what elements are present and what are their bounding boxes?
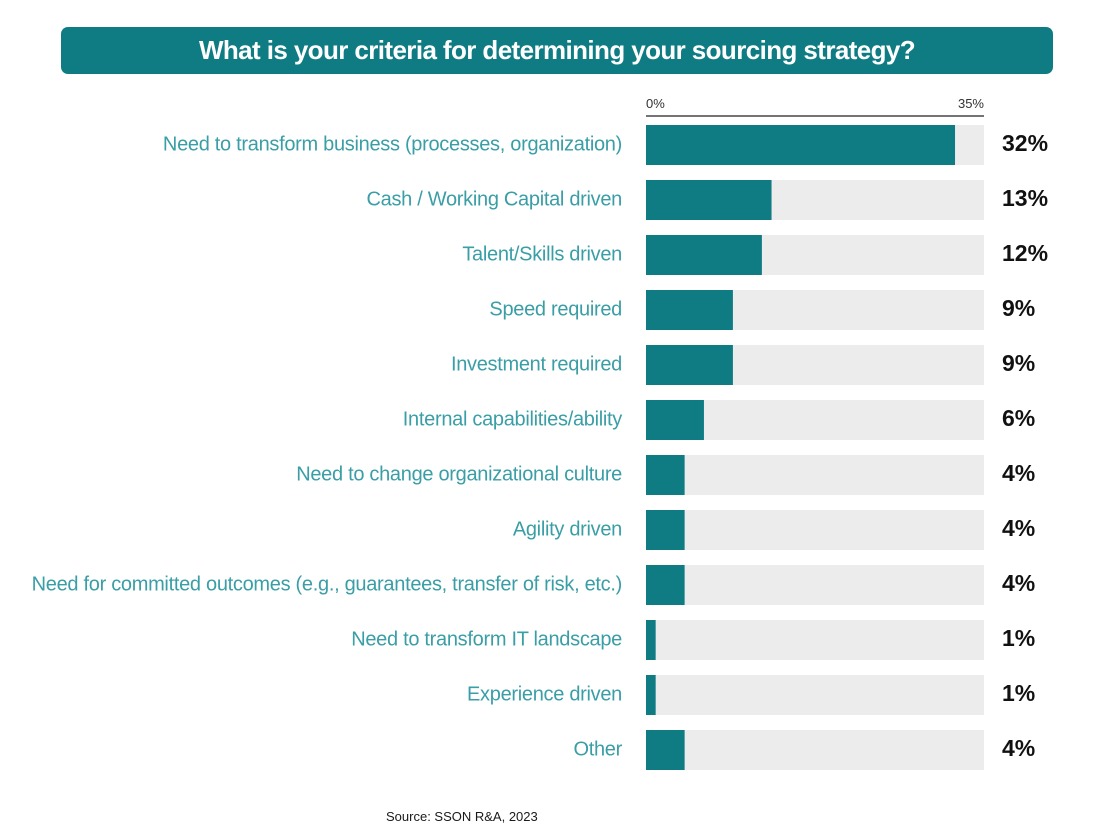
bar-track (646, 730, 984, 770)
source-note: Source: SSON R&A, 2023 (386, 809, 538, 824)
value-label: 32% (1002, 130, 1048, 156)
bar (646, 620, 656, 660)
value-label: 4% (1002, 735, 1035, 761)
bar (646, 125, 956, 165)
bar (646, 565, 685, 605)
bar-chart: 0% 35% Need to transform business (process… (32, 96, 1048, 770)
category-label: Experience driven (467, 683, 622, 705)
category-label: Talent/Skills driven (462, 243, 622, 265)
bar (646, 345, 733, 385)
bar-track (646, 620, 984, 660)
category-label: Internal capabilities/ability (403, 408, 623, 430)
bar (646, 510, 685, 550)
category-label: Cash / Working Capital driven (367, 188, 623, 210)
bar-track (646, 510, 984, 550)
bar (646, 290, 733, 330)
value-label: 13% (1002, 185, 1048, 211)
category-label: Need to transform business (processes, o… (163, 133, 622, 155)
chart-title: What is your criteria for determining yo… (198, 35, 916, 65)
x-axis-min-label: 0% (646, 96, 665, 111)
category-label: Need to transform IT landscape (351, 628, 622, 650)
bar (646, 180, 772, 220)
value-label: 12% (1002, 240, 1048, 266)
value-label: 4% (1002, 460, 1035, 486)
bar (646, 675, 656, 715)
bar-track (646, 565, 984, 605)
category-label: Need to change organizational culture (296, 463, 622, 485)
bar (646, 235, 762, 275)
bar (646, 730, 685, 770)
bar (646, 455, 685, 495)
value-label: 6% (1002, 405, 1035, 431)
bar-track (646, 455, 984, 495)
category-label: Speed required (489, 298, 622, 320)
value-label: 9% (1002, 295, 1035, 321)
value-label: 4% (1002, 515, 1035, 541)
x-axis-max-label: 35% (958, 96, 984, 111)
title-banner: What is your criteria for determining yo… (61, 27, 1053, 74)
value-label: 1% (1002, 680, 1035, 706)
value-label: 4% (1002, 570, 1035, 596)
category-label: Agility driven (513, 518, 622, 540)
value-label: 1% (1002, 625, 1035, 651)
category-label: Need for committed outcomes (e.g., guara… (32, 573, 622, 595)
category-label: Investment required (451, 353, 622, 375)
bar (646, 400, 704, 440)
category-label: Other (573, 738, 622, 760)
value-label: 9% (1002, 350, 1035, 376)
bar-track (646, 675, 984, 715)
